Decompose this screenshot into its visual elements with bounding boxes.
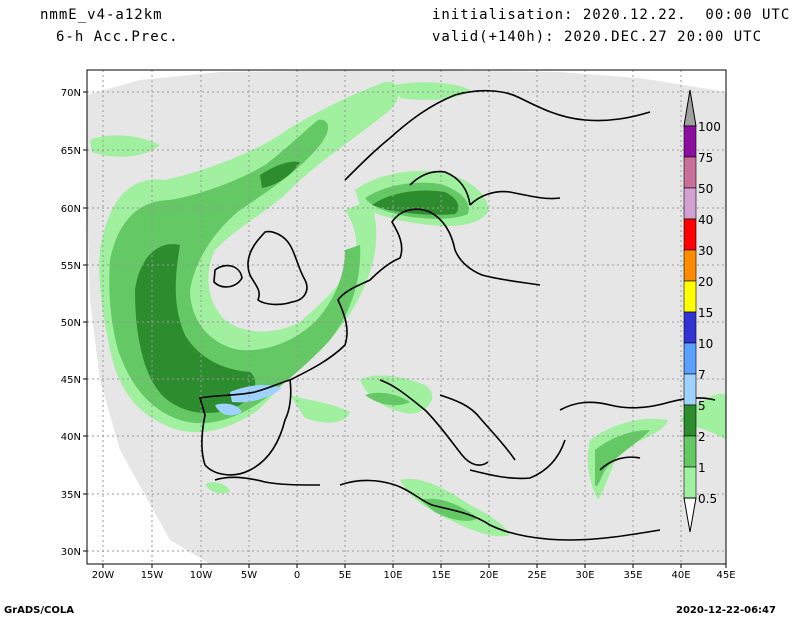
colorbar-label: 20	[698, 275, 713, 289]
latitude-labels: 70N 65N 60N 55N 50N 45N 40N 35N 30N	[61, 88, 87, 558]
lon-label: 10E	[383, 570, 402, 581]
colorbar-label: 2	[698, 430, 706, 444]
colorbar-label: 15	[698, 306, 713, 320]
lon-label: 25E	[527, 570, 546, 581]
lon-label: 30E	[575, 570, 594, 581]
map-frame	[86, 69, 727, 565]
colorbar-segment	[683, 125, 697, 158]
colorbar-label: 40	[698, 213, 713, 227]
lon-label: 0	[294, 570, 300, 581]
colorbar-segment	[683, 311, 697, 344]
colorbar-label: 50	[698, 182, 713, 196]
colorbar-segment	[683, 218, 697, 251]
colorbar-segment	[683, 342, 697, 375]
lon-label: 15W	[141, 570, 164, 581]
coastlines	[199, 89, 716, 541]
colorbar-segment	[683, 187, 697, 220]
lat-label: 65N	[61, 146, 81, 157]
lon-label: 40E	[671, 570, 690, 581]
lat-label: 45N	[61, 375, 81, 386]
lat-label: 40N	[61, 432, 81, 443]
lat-label: 55N	[61, 261, 81, 272]
model-name: nmmE_v4-a12km	[40, 7, 163, 23]
colorbar-segment	[683, 373, 697, 406]
colorbar-segment	[683, 404, 697, 437]
colorbar-segment	[683, 249, 697, 282]
colorbar-segment	[683, 466, 697, 499]
colorbar-label: 30	[698, 244, 713, 258]
colorbar-segment	[683, 280, 697, 313]
graticule	[87, 70, 726, 564]
map-area	[87, 70, 726, 564]
precip-dark	[135, 161, 459, 414]
colorbar-label: 75	[698, 151, 713, 165]
lon-label: 35E	[623, 570, 642, 581]
colorbar-bottom-arrow	[683, 497, 697, 533]
lat-label: 35N	[61, 490, 81, 501]
colorbar-label: 10	[698, 337, 713, 351]
colorbar-label: 100	[698, 120, 721, 134]
colorbar-segment	[683, 156, 697, 189]
colorbar-label: 7	[698, 368, 706, 382]
field-name: 6-h Acc.Prec.	[56, 29, 179, 45]
precip-blue	[215, 385, 282, 416]
render-timestamp: 2020-12-22-06:47	[676, 605, 776, 616]
colorbar-label: 5	[698, 399, 706, 413]
lon-label: 5W	[241, 570, 257, 581]
lon-label: 20W	[92, 570, 115, 581]
valid-time: valid(+140h): 2020.DEC.27 20:00 UTC	[432, 29, 763, 45]
lat-label: 50N	[61, 318, 81, 329]
lon-label: 5E	[339, 570, 352, 581]
lon-label: 45E	[716, 570, 735, 581]
colorbar-label: 0.5	[698, 492, 717, 506]
grads-credit: GrADS/COLA	[4, 605, 74, 616]
lon-label: 15E	[431, 570, 450, 581]
lat-label: 60N	[61, 204, 81, 215]
colorbar-segment	[683, 435, 697, 468]
lon-label: 20E	[479, 570, 498, 581]
lat-label: 70N	[61, 88, 81, 99]
longitude-labels: 20W 15W 10W 5W 0 5E 10E 15E 20E 25E 30E 35E 40E 45E	[92, 564, 736, 581]
init-time: initialisation: 2020.12.22. 00:00 UTC	[432, 7, 791, 23]
lat-label: 30N	[61, 547, 81, 558]
lon-label: 10W	[190, 570, 213, 581]
colorbar-label: 1	[698, 461, 706, 475]
